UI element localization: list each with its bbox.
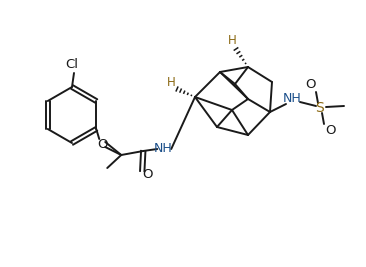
Text: O: O xyxy=(142,168,153,182)
Text: S: S xyxy=(315,101,324,115)
Text: NH: NH xyxy=(283,92,301,105)
Text: H: H xyxy=(167,77,175,89)
Text: H: H xyxy=(228,33,236,46)
Text: O: O xyxy=(305,78,315,92)
Text: NH: NH xyxy=(154,142,173,155)
Text: O: O xyxy=(325,124,335,138)
Text: Cl: Cl xyxy=(66,58,78,72)
Text: O: O xyxy=(97,138,108,151)
